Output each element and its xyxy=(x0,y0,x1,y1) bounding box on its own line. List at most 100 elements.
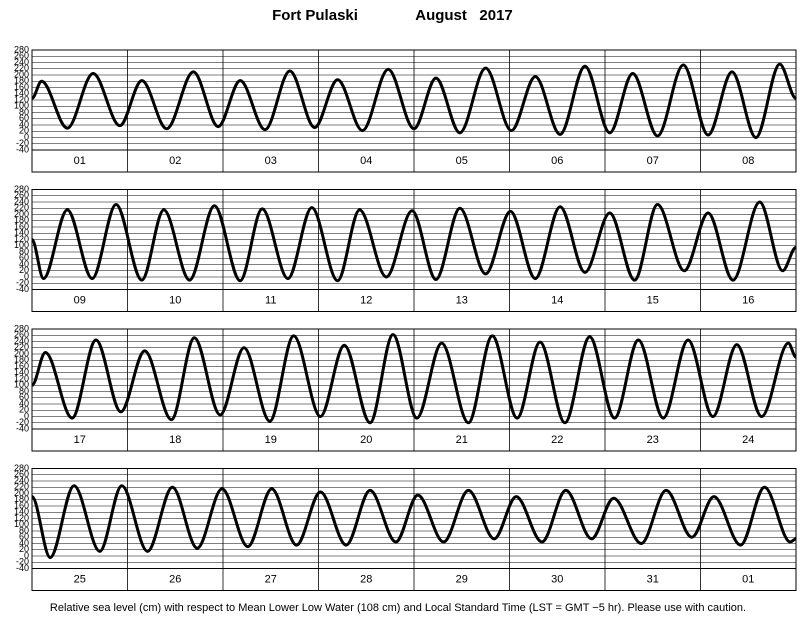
day-label: 18 xyxy=(169,434,181,446)
y-tick-label: -20 xyxy=(16,138,29,148)
tide-line xyxy=(32,62,796,140)
y-tick-label: 180 xyxy=(14,355,29,365)
y-tick-label: 280 xyxy=(14,463,29,473)
y-tick-label: 0 xyxy=(24,271,29,281)
day-label: 24 xyxy=(742,434,754,446)
y-tick-label: 260 xyxy=(14,469,29,479)
panel: -40-200204060801001201401601802002202402… xyxy=(14,184,797,312)
y-tick-label: 100 xyxy=(14,240,29,250)
y-tick-label: 200 xyxy=(14,348,29,358)
y-tick-label: 180 xyxy=(14,76,29,86)
y-tick-label: 60 xyxy=(19,532,29,542)
y-tick-label: 100 xyxy=(14,519,29,529)
day-label: 16 xyxy=(742,294,754,306)
panel: -40-200204060801001201401601802002202402… xyxy=(14,463,797,591)
day-label: 23 xyxy=(647,434,659,446)
y-tick-label: 240 xyxy=(14,336,29,346)
y-tick-label: 40 xyxy=(19,119,29,129)
y-tick-label: 0 xyxy=(24,132,29,142)
day-label: 21 xyxy=(456,434,468,446)
y-tick-label: 200 xyxy=(14,209,29,219)
day-label: 10 xyxy=(169,294,181,306)
tide-line xyxy=(32,333,796,425)
day-label: 13 xyxy=(456,294,468,306)
y-tick-label: 260 xyxy=(14,51,29,61)
y-tick-label: 280 xyxy=(14,184,29,194)
panel-frame xyxy=(31,328,797,452)
day-label: 26 xyxy=(169,573,181,585)
y-tick-label: 160 xyxy=(14,361,29,371)
day-label: 17 xyxy=(74,434,86,446)
y-tick-label: 80 xyxy=(19,525,29,535)
y-tick-label: 40 xyxy=(19,259,29,269)
y-tick-label: 60 xyxy=(19,113,29,123)
y-tick-label: 140 xyxy=(14,228,29,238)
panel: -40-200204060801001201401601802002202402… xyxy=(14,44,797,173)
y-tick-label: 80 xyxy=(19,246,29,256)
y-tick-label: 20 xyxy=(19,265,29,275)
day-label: 08 xyxy=(742,155,754,167)
y-tick-label: 240 xyxy=(14,196,29,206)
day-label: 27 xyxy=(265,573,277,585)
day-label: 06 xyxy=(551,155,563,167)
y-tick-label: -40 xyxy=(16,423,29,433)
y-tick-label: -40 xyxy=(16,144,29,154)
day-label: 29 xyxy=(456,573,468,585)
y-tick-label: 120 xyxy=(14,513,29,523)
y-tick-label: 20 xyxy=(19,405,29,415)
y-tick-label: 180 xyxy=(14,494,29,504)
day-label: 11 xyxy=(265,294,276,306)
y-tick-label: 0 xyxy=(24,411,29,421)
y-tick-label: 20 xyxy=(19,544,29,554)
y-tick-label: -20 xyxy=(16,417,29,427)
y-tick-label: 100 xyxy=(14,380,29,390)
y-tick-label: 140 xyxy=(14,507,29,517)
day-label: 07 xyxy=(647,155,659,167)
day-label: 03 xyxy=(265,155,277,167)
day-label: 15 xyxy=(647,294,659,306)
y-tick-label: 160 xyxy=(14,82,29,92)
day-label: 09 xyxy=(74,294,86,306)
y-tick-label: 0 xyxy=(24,550,29,560)
y-tick-label: 200 xyxy=(14,69,29,79)
day-label: 01 xyxy=(74,155,86,167)
panel-frame xyxy=(31,49,797,173)
y-tick-label: 240 xyxy=(14,57,29,67)
y-tick-label: 220 xyxy=(14,203,29,213)
y-tick-label: 220 xyxy=(14,482,29,492)
panel-frame xyxy=(31,189,797,312)
y-tick-label: 280 xyxy=(14,44,29,54)
y-tick-label: 160 xyxy=(14,500,29,510)
panel: -40-200204060801001201401601802002202402… xyxy=(14,323,797,452)
y-tick-label: -20 xyxy=(16,557,29,567)
day-label: 31 xyxy=(647,573,659,585)
day-label: 14 xyxy=(551,294,563,306)
day-label: 12 xyxy=(360,294,372,306)
y-tick-label: 60 xyxy=(19,392,29,402)
y-tick-label: -40 xyxy=(16,563,29,573)
y-tick-label: 140 xyxy=(14,88,29,98)
y-tick-label: 80 xyxy=(19,386,29,396)
day-label: 30 xyxy=(551,573,563,585)
y-tick-label: 260 xyxy=(14,330,29,340)
day-label: 25 xyxy=(74,573,86,585)
day-label: 19 xyxy=(265,434,277,446)
y-tick-label: 280 xyxy=(14,323,29,333)
day-label: 05 xyxy=(456,155,468,167)
day-label: 02 xyxy=(169,155,181,167)
y-tick-label: 100 xyxy=(14,101,29,111)
y-tick-label: -20 xyxy=(16,278,29,288)
y-tick-label: 40 xyxy=(19,398,29,408)
y-tick-label: -40 xyxy=(16,284,29,294)
period-title: August 2017 xyxy=(415,7,513,24)
day-label: 01 xyxy=(742,573,754,585)
y-tick-label: 120 xyxy=(14,373,29,383)
y-tick-label: 160 xyxy=(14,221,29,231)
y-tick-label: 120 xyxy=(14,234,29,244)
day-label: 22 xyxy=(551,434,563,446)
y-tick-label: 220 xyxy=(14,63,29,73)
y-tick-label: 80 xyxy=(19,107,29,117)
day-label: 28 xyxy=(360,573,372,585)
y-tick-label: 60 xyxy=(19,253,29,263)
y-tick-label: 120 xyxy=(14,94,29,104)
